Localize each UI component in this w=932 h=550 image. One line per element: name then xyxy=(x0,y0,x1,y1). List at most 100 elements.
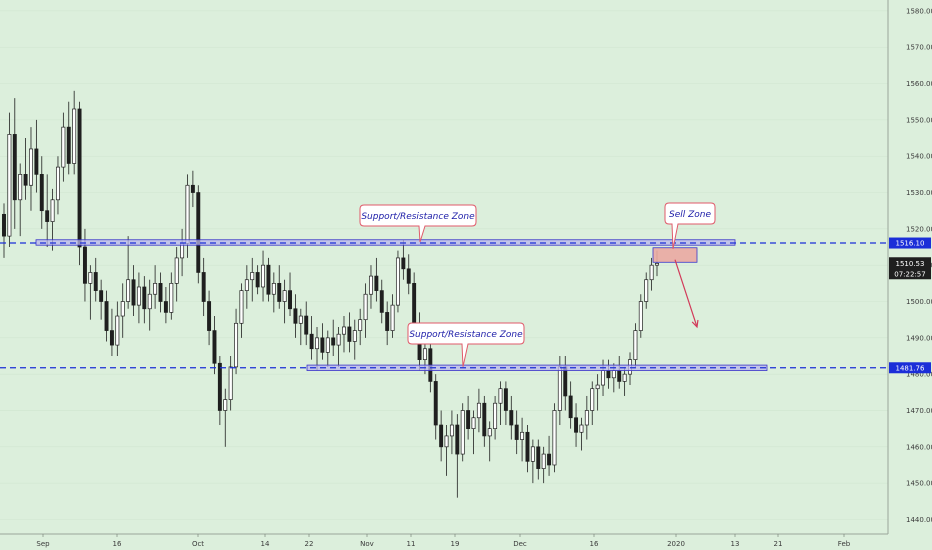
candle-body-down xyxy=(347,326,352,342)
candle-body-up xyxy=(395,257,400,306)
candle-body-up xyxy=(169,282,174,313)
candle-body-down xyxy=(293,308,298,324)
candle xyxy=(88,265,93,320)
candle-body-up xyxy=(325,337,330,353)
price-tick-label: 1550.00 xyxy=(906,116,932,124)
candle-body-up xyxy=(336,333,341,346)
price-tick-label: 1440.00 xyxy=(906,516,932,524)
candle-body-up xyxy=(153,282,158,295)
candle xyxy=(55,156,60,215)
time-tick-label: 14 xyxy=(261,540,270,548)
candle-body-down xyxy=(482,402,487,437)
candle xyxy=(568,381,573,429)
candle-body-up xyxy=(530,446,535,462)
candle-body-up xyxy=(223,399,228,411)
time-tick-label: Sep xyxy=(36,540,50,548)
candle-body-down xyxy=(212,330,217,364)
candle-body-up xyxy=(655,263,659,266)
price-tick-label: 1540.00 xyxy=(906,153,932,161)
candle xyxy=(525,425,530,473)
candle-body-down xyxy=(304,315,309,335)
price-tick-label: 1450.00 xyxy=(906,480,932,488)
candle-body-up xyxy=(552,410,557,466)
candle-body-up xyxy=(18,174,23,201)
candle xyxy=(147,279,152,331)
candle xyxy=(201,257,206,317)
candle xyxy=(433,374,438,440)
candle xyxy=(638,294,643,338)
candle xyxy=(649,257,654,291)
candle xyxy=(207,290,212,346)
candle xyxy=(325,330,330,367)
candle-body-down xyxy=(131,279,136,306)
price-axis[interactable]: 1440.00 1450.00 1460.00 1470.00 1480.00 1490.… xyxy=(906,7,932,524)
candle xyxy=(633,323,638,367)
candle xyxy=(244,265,249,309)
candle xyxy=(163,286,168,324)
candle-body-down xyxy=(288,290,292,310)
candle-body-down xyxy=(509,410,514,426)
candle xyxy=(536,439,541,480)
time-axis[interactable]: Sep 16 Oct 14 22 Nov 11 19 Dec 16 2020 13 21 Feb xyxy=(36,534,851,548)
candle xyxy=(282,279,287,324)
candle xyxy=(520,417,525,462)
candle-body-down xyxy=(606,370,611,379)
candle xyxy=(7,112,12,248)
candle xyxy=(115,301,120,356)
candle-body-up xyxy=(498,388,503,404)
candle xyxy=(347,312,352,353)
candle-body-up xyxy=(649,264,654,281)
candle xyxy=(18,163,23,237)
candlestick-series xyxy=(2,90,659,498)
candle-body-up xyxy=(228,366,233,400)
callout-text: Sell Zone xyxy=(669,210,711,220)
candle xyxy=(358,308,363,346)
candle-body-down xyxy=(66,126,71,164)
candle xyxy=(644,272,649,309)
candle-body-down xyxy=(406,268,411,284)
candle-body-up xyxy=(476,402,481,419)
candle xyxy=(482,395,487,447)
candle-body-up xyxy=(244,279,249,291)
time-tick-label: Dec xyxy=(513,540,527,548)
candle xyxy=(304,301,309,346)
candle-body-up xyxy=(315,337,319,350)
candle-body-up xyxy=(115,315,120,346)
support-resistance-callout: Support/Resistance Zone xyxy=(359,204,477,243)
candle xyxy=(395,250,400,313)
candle xyxy=(579,417,584,451)
candle-body-up xyxy=(541,453,546,469)
candle-body-up xyxy=(250,272,255,281)
sell-zone-box xyxy=(652,247,698,263)
candle xyxy=(315,326,319,371)
last-price-tag: 1510.53 07:22:57 xyxy=(889,257,931,280)
candle xyxy=(126,236,131,309)
candle-body-down xyxy=(439,424,444,448)
candle xyxy=(12,98,17,229)
candle xyxy=(439,410,444,462)
candle-body-down xyxy=(93,272,98,291)
candle-body-down xyxy=(433,381,438,426)
candle-body-up xyxy=(147,293,152,310)
candle-body-down xyxy=(77,108,82,248)
candle xyxy=(153,265,158,309)
candle-body-up xyxy=(120,301,125,317)
candle-body-up xyxy=(444,435,449,448)
price-tags: 1516.10 1481.76 1510.53 07:22:57 xyxy=(889,237,931,374)
candle-body-down xyxy=(207,301,212,331)
candle-body-up xyxy=(579,424,584,433)
candle xyxy=(336,326,341,367)
time-tick-label: Feb xyxy=(838,540,851,548)
candle-body-up xyxy=(136,286,141,306)
candle-body-down xyxy=(163,301,168,313)
level-tag-label: 1516.10 xyxy=(896,240,925,248)
candle-body-up xyxy=(7,134,12,237)
candle xyxy=(509,395,514,440)
candle-body-down xyxy=(82,246,87,284)
candle xyxy=(136,272,141,324)
candle-body-up xyxy=(390,304,395,331)
candle xyxy=(234,308,239,375)
candle xyxy=(158,272,163,313)
level-tag-bg xyxy=(889,237,931,249)
candle xyxy=(487,421,492,462)
